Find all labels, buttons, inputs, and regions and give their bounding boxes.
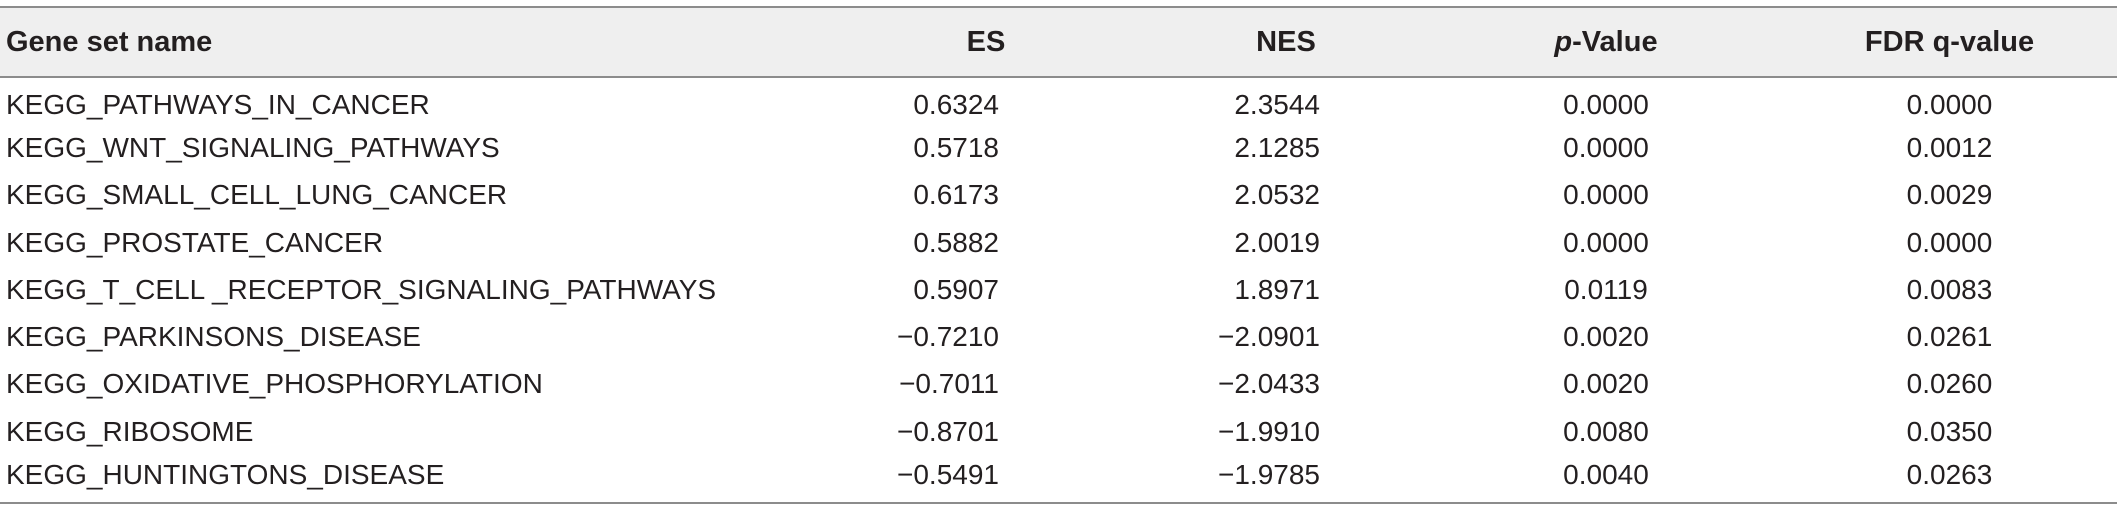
cell-es: −0.5491 [897,458,999,490]
table-row: KEGG_SMALL_CELL_LUNG_CANCER 0.6173 2.053… [0,172,2117,219]
header-es: ES [966,25,1006,58]
cell-gene-set-name: KEGG_T_CELL _RECEPTOR_SIGNALING_PATHWAYS [6,273,717,305]
header-p-rest: -Value [1572,25,1658,58]
table-row: KEGG_OXIDATIVE_PHOSPHORYLATION −0.7011 −… [0,361,2117,408]
cell-fdr-q-value: 0.0083 [1906,273,1993,305]
cell-fdr-q-value: 0.0029 [1906,179,1993,211]
cell-p-value: 0.0000 [1563,89,1649,121]
cell-fdr-q-value: 0.0350 [1906,415,1993,447]
cell-nes: −2.0901 [1218,321,1320,353]
cell-p-value: 0.0000 [1563,131,1649,163]
cell-es: −0.7210 [897,321,999,353]
table-row: KEGG_PARKINSONS_DISEASE −0.7210 −2.0901 … [0,313,2117,360]
cell-fdr-q-value: 0.0000 [1906,226,1993,258]
table-row: KEGG_T_CELL _RECEPTOR_SIGNALING_PATHWAYS… [0,266,2117,313]
cell-p-value: 0.0000 [1563,179,1649,211]
cell-es: 0.5882 [913,226,999,258]
header-row: Gene set name ES NES p-Value FDR q-value [0,7,2117,77]
cell-gene-set-name: KEGG_SMALL_CELL_LUNG_CANCER [6,179,508,211]
header-fdr-q-value: FDR q-value [1864,25,2035,58]
table-header: Gene set name ES NES p-Value FDR q-value [0,7,2117,77]
gene-set-table-container: Gene set name ES NES p-Value FDR q-value… [0,6,2117,504]
header-p-value: p-Value [1436,7,1776,77]
cell-p-value: 0.0040 [1563,458,1649,490]
cell-gene-set-name: KEGG_PATHWAYS_IN_CANCER [6,89,430,121]
cell-p-value: 0.0000 [1563,226,1649,258]
header-p-italic: p [1554,25,1573,58]
cell-gene-set-name: KEGG_PARKINSONS_DISEASE [6,321,421,353]
cell-nes: 2.1285 [1234,131,1320,163]
gene-set-table: Gene set name ES NES p-Value FDR q-value… [0,6,2117,504]
cell-es: −0.8701 [897,415,999,447]
header-gene-set-name: Gene set name [6,25,213,58]
cell-gene-set-name: KEGG_PROSTATE_CANCER [6,226,384,258]
cell-nes: 2.0019 [1234,226,1320,258]
table-row: KEGG_RIBOSOME −0.8701 −1.9910 0.0080 0.0… [0,408,2117,455]
table-row: KEGG_PROSTATE_CANCER 0.5882 2.0019 0.000… [0,219,2117,266]
cell-p-value: 0.0020 [1563,368,1649,400]
cell-es: 0.5718 [913,131,999,163]
cell-fdr-q-value: 0.0000 [1906,89,1993,121]
cell-gene-set-name: KEGG_RIBOSOME [6,415,254,447]
cell-es: 0.6173 [913,179,999,211]
cell-es: 0.6324 [913,89,999,121]
cell-fdr-q-value: 0.0012 [1906,131,1993,163]
cell-gene-set-name: KEGG_OXIDATIVE_PHOSPHORYLATION [6,368,543,400]
cell-nes: −1.9910 [1218,415,1320,447]
table-row: KEGG_PATHWAYS_IN_CANCER 0.6324 2.3544 0.… [0,77,2117,124]
cell-es: 0.5907 [913,273,999,305]
cell-nes: 2.3544 [1234,89,1320,121]
cell-p-value: 0.0080 [1563,415,1649,447]
cell-nes: 1.8971 [1234,273,1320,305]
cell-p-value: 0.0020 [1563,321,1649,353]
cell-nes: 2.0532 [1234,179,1320,211]
cell-nes: −2.0433 [1218,368,1320,400]
table-row: KEGG_WNT_SIGNALING_PATHWAYS 0.5718 2.128… [0,124,2117,171]
cell-gene-set-name: KEGG_WNT_SIGNALING_PATHWAYS [6,131,500,163]
cell-gene-set-name: KEGG_HUNTINGTONS_DISEASE [6,458,445,490]
cell-nes: −1.9785 [1218,458,1320,490]
cell-es: −0.7011 [899,368,999,400]
header-nes: NES [1256,25,1316,58]
cell-fdr-q-value: 0.0260 [1906,368,1993,400]
cell-fdr-q-value: 0.0263 [1906,458,1993,490]
cell-fdr-q-value: 0.0261 [1906,321,1993,353]
table-body: KEGG_PATHWAYS_IN_CANCER 0.6324 2.3544 0.… [0,77,2117,503]
table-row: KEGG_HUNTINGTONS_DISEASE −0.5491 −1.9785… [0,455,2117,503]
cell-p-value: 0.0119 [1564,273,1648,305]
